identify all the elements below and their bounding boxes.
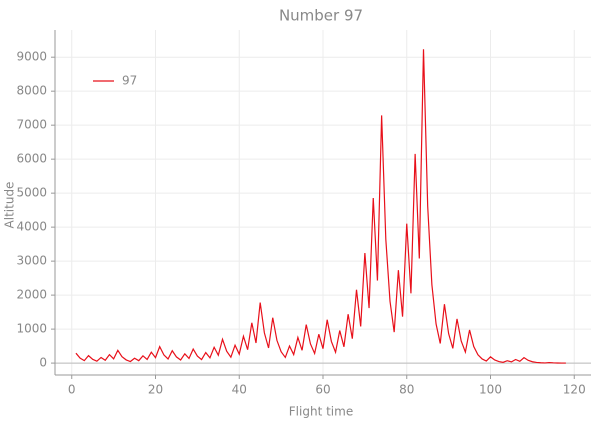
y-tick-label: 2000 (16, 288, 47, 302)
y-tick-label: 8000 (16, 84, 47, 98)
x-tick-label: 80 (399, 383, 414, 397)
y-tick-label: 0 (39, 356, 47, 370)
x-tick-label: 0 (68, 383, 76, 397)
x-tick-label: 120 (563, 383, 586, 397)
y-tick-label: 1000 (16, 322, 47, 336)
x-tick-label: 20 (148, 383, 163, 397)
y-tick-label: 6000 (16, 152, 47, 166)
y-tick-label: 9000 (16, 50, 47, 64)
x-tick-label: 100 (479, 383, 502, 397)
data-line (75, 49, 566, 364)
x-axis-label: Flight time (289, 405, 353, 419)
y-tick-label: 5000 (16, 186, 47, 200)
y-tick-label: 3000 (16, 254, 47, 268)
y-tick-label: 7000 (16, 118, 47, 132)
x-tick-label: 40 (232, 383, 247, 397)
legend-label: 97 (122, 74, 137, 88)
y-axis-label: Altitude (3, 182, 17, 229)
y-tick-label: 4000 (16, 220, 47, 234)
x-tick-label: 60 (315, 383, 330, 397)
chart-title: Number 97 (279, 7, 363, 25)
